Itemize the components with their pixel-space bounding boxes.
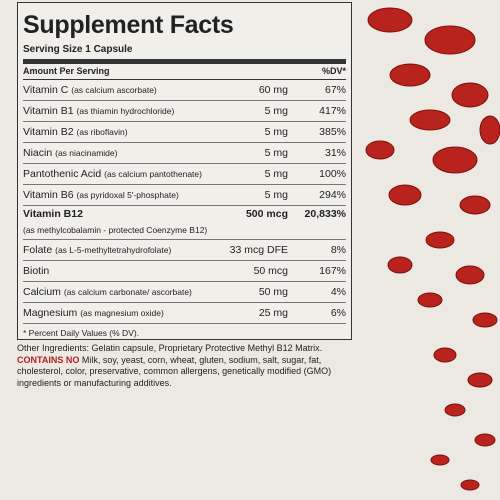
nutrient-name: Vitamin B12 (23, 208, 83, 220)
amount-label: Amount Per Serving (23, 66, 110, 76)
daily-value: 167% (319, 265, 346, 277)
ingredients: Other Ingredients: Gelatin capsule, Prop… (17, 343, 362, 389)
nutrient-name-cell: Calcium (as calcium carbonate/ ascorbate… (23, 286, 218, 298)
nutrient-name-cell: Vitamin C (as calcium ascorbate) (23, 84, 218, 96)
daily-value: 20,833% (304, 208, 346, 220)
serving-size: Serving Size 1 Capsule (23, 44, 133, 55)
nutrient-name: Folate (23, 244, 53, 256)
nutrient-row: Biotin 50 mcg 167% (23, 261, 346, 282)
contains-no-text: Milk, soy, yeast, corn, wheat, gluten, s… (17, 354, 332, 388)
amount: 33 mcg DFE (229, 244, 288, 256)
nutrient-note: (as methylcobalamin - protected Coenzyme… (23, 224, 208, 235)
dv-label: %DV* (321, 66, 346, 76)
daily-value: 100% (319, 168, 346, 180)
nutrient-name-cell: Vitamin B12 (23, 208, 218, 220)
daily-value: 385% (319, 126, 346, 138)
contains-no: CONTAINS NO Milk, soy, yeast, corn, whea… (17, 355, 362, 390)
nutrient-row: Vitamin B12 500 mcg 20,833% (as methylcobal… (23, 206, 346, 240)
nutrient-name: Magnesium (23, 307, 78, 319)
nutrient-note: (as thiamin hydrochloride) (76, 106, 175, 116)
divider (23, 59, 346, 64)
amount: 5 mg (264, 189, 288, 201)
daily-value: 31% (324, 147, 346, 159)
footnote: * Percent Daily Values (% DV). (23, 328, 140, 338)
nutrient-name-cell: Magnesium (as magnesium oxide) (23, 307, 218, 319)
nutrient-note: (as calcium ascorbate) (71, 85, 157, 95)
daily-value: 294% (319, 189, 346, 201)
column-header: Amount Per Serving %DV* (23, 64, 346, 80)
title: Supplement Facts (23, 11, 234, 39)
nutrient-name-cell: Vitamin B1 (as thiamin hydrochloride) (23, 105, 218, 117)
daily-value: 6% (330, 307, 346, 319)
amount: 5 mg (264, 168, 288, 180)
amount: 500 mcg (245, 208, 288, 220)
amount: 25 mg (258, 307, 288, 319)
nutrient-name-cell: Vitamin B6 (as pyridoxal 5'-phosphate) (23, 189, 218, 201)
nutrient-row: Niacin (as niacinamide) 5 mg 31% (23, 143, 346, 164)
nutrient-name: Niacin (23, 147, 53, 159)
nutrient-row: Vitamin B6 (as pyridoxal 5'-phosphate) 5 … (23, 185, 346, 206)
nutrient-name: Pantothenic Acid (23, 168, 102, 180)
other-ingredients: Other Ingredients: Gelatin capsule, Prop… (17, 343, 323, 353)
nutrient-name-cell: Niacin (as niacinamide) (23, 147, 218, 159)
nutrient-row: Vitamin B1 (as thiamin hydrochloride) 5 m… (23, 101, 346, 122)
nutrient-name-cell: Biotin (23, 265, 218, 277)
amount: 5 mg (264, 147, 288, 159)
nutrient-name: Calcium (23, 286, 61, 298)
nutrient-table: Vitamin C (as calcium ascorbate) 60 mg 67%… (23, 80, 346, 324)
nutrient-row: Magnesium (as magnesium oxide) 25 mg 6% (23, 303, 346, 324)
blood-cells (365, 7, 500, 491)
nutrient-row: Folate (as L-5-methyltetrahydrofolate) 33… (23, 240, 346, 261)
amount: 50 mcg (253, 265, 288, 277)
nutrient-name: Biotin (23, 265, 50, 277)
amount: 50 mg (258, 286, 288, 298)
blood-cell-image (365, 7, 500, 491)
amount: 5 mg (264, 126, 288, 138)
nutrient-name: Vitamin B1 (23, 105, 74, 117)
nutrient-name-cell: Pantothenic Acid (as calcium pantothenat… (23, 168, 218, 180)
nutrient-row: Vitamin B2 (as riboflavin) 5 mg 385% (23, 122, 346, 143)
nutrient-note: (as magnesium oxide) (80, 308, 164, 318)
nutrient-note: (as calcium carbonate/ ascorbate) (63, 287, 192, 297)
nutrient-note: (as L-5-methyltetrahydrofolate) (55, 245, 172, 255)
daily-value: 67% (324, 84, 346, 96)
nutrient-row: Vitamin C (as calcium ascorbate) 60 mg 67% (23, 80, 346, 101)
daily-value: 8% (330, 244, 346, 256)
amount: 5 mg (264, 105, 288, 117)
nutrient-name-cell: Folate (as L-5-methyltetrahydrofolate) (23, 244, 218, 256)
amount: 60 mg (258, 84, 288, 96)
daily-value: 417% (319, 105, 346, 117)
supplement-facts-panel: Supplement Facts Serving Size 1 Capsule … (17, 2, 352, 340)
nutrient-row: Pantothenic Acid (as calcium pantothenat… (23, 164, 346, 185)
nutrient-note: (as calcium pantothenate) (104, 169, 202, 179)
nutrient-note: (as riboflavin) (76, 127, 128, 137)
daily-value: 4% (330, 286, 346, 298)
nutrient-row: Calcium (as calcium carbonate/ ascorbate… (23, 282, 346, 303)
nutrient-name: Vitamin C (23, 84, 69, 96)
nutrient-name: Vitamin B2 (23, 126, 74, 138)
contains-no-label: CONTAINS NO (17, 354, 80, 365)
nutrient-note: (as pyridoxal 5'-phosphate) (76, 190, 179, 200)
nutrient-note: (as niacinamide) (55, 148, 118, 158)
nutrient-name: Vitamin B6 (23, 189, 74, 201)
nutrient-name-cell: Vitamin B2 (as riboflavin) (23, 126, 218, 138)
